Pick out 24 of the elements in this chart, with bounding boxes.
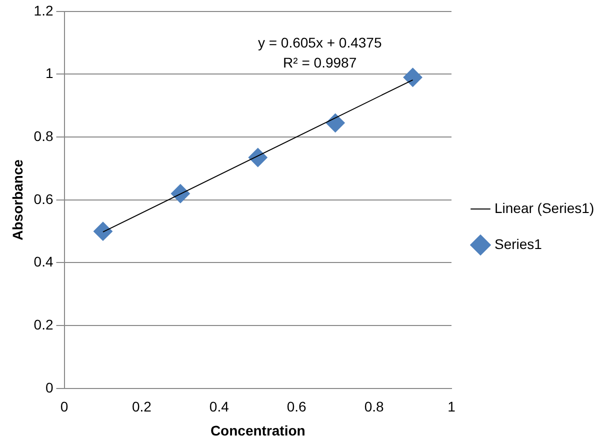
y-tick-label: 0.6: [34, 190, 54, 207]
x-axis-title: Concentration: [210, 422, 306, 438]
legend-label: Series1: [494, 236, 542, 252]
y-axis-title: Absorbance: [9, 159, 26, 240]
point: [326, 113, 345, 132]
y-tick-label: 0.8: [34, 128, 54, 144]
y-tick-label: 1.2: [34, 2, 54, 18]
y-tick-label: 0: [45, 379, 54, 396]
point: [93, 222, 112, 241]
point: [248, 148, 268, 167]
point: [170, 184, 190, 204]
y-tick-label: 0.4: [34, 254, 54, 270]
x-tick-label: 1: [448, 398, 456, 415]
x-tick-label: 0.6: [286, 398, 307, 415]
y-tick-label: 0.2: [34, 316, 54, 332]
x-tick-label: 0.4: [209, 398, 230, 415]
x-tick-label: 0: [60, 398, 68, 415]
x-tick-label: 0.2: [132, 398, 152, 415]
annotation: R² = 0.9987: [283, 54, 357, 70]
x-tick-label: 0.8: [364, 398, 384, 415]
annotation: y = 0.605x + 0.4375: [258, 34, 382, 50]
point: [403, 68, 422, 87]
legend-label: Linear (Series1): [494, 200, 594, 216]
y-tick-label: 1: [45, 65, 54, 82]
